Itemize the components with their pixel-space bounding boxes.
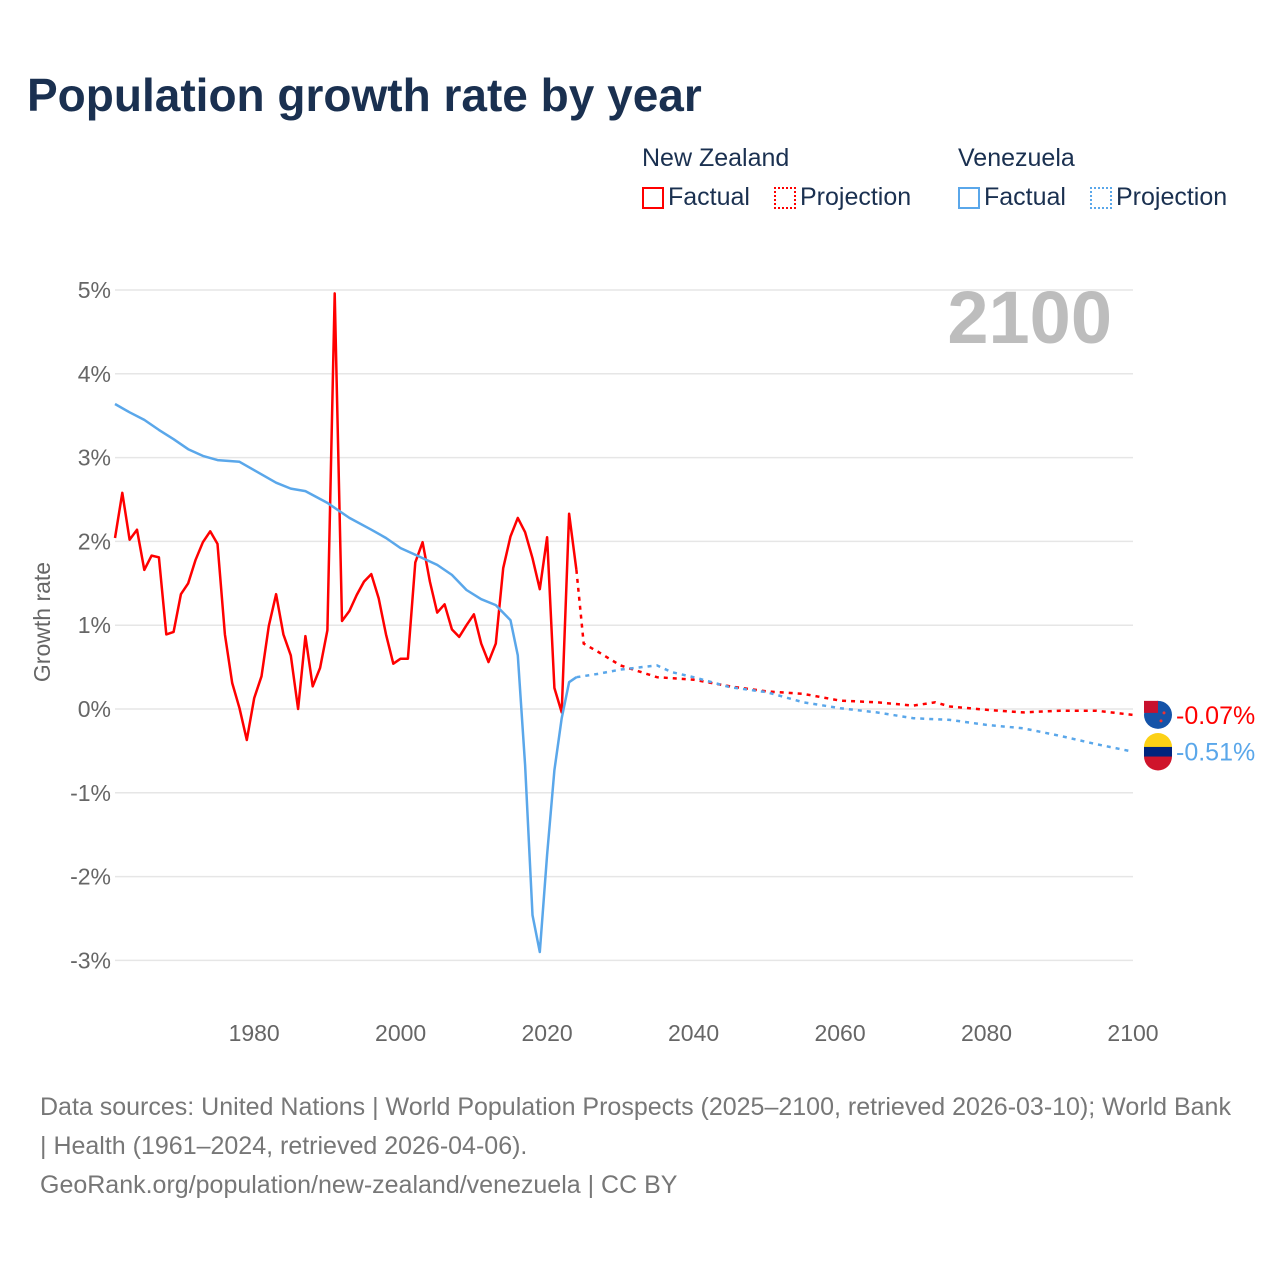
new-zealand-projection-line bbox=[575, 569, 1134, 717]
venezuela-end-label: -0.51% bbox=[1176, 739, 1255, 767]
legend-label: Factual bbox=[984, 183, 1066, 211]
legend-nz-factual[interactable]: Factual bbox=[642, 183, 750, 212]
legend-label: Projection bbox=[799, 183, 912, 211]
legend-group-name: New Zealand bbox=[642, 144, 790, 172]
new-zealand-factual-line bbox=[113, 292, 578, 742]
y-axis-label: Growth rate bbox=[29, 562, 55, 682]
y-tick-label: 1% bbox=[78, 612, 111, 638]
x-tick-label: 2020 bbox=[522, 1020, 573, 1046]
venezuela-projection-line bbox=[576, 664, 1134, 753]
x-tick-label: 2000 bbox=[375, 1020, 426, 1046]
flag-star bbox=[1162, 711, 1166, 715]
legend-ve-factual[interactable]: Factual bbox=[958, 183, 1066, 212]
legend-venezuela: Venezuela Factual Projection bbox=[958, 144, 1245, 212]
legend-group-name: Venezuela bbox=[958, 144, 1075, 172]
x-tick-label: 2100 bbox=[1107, 1020, 1158, 1046]
data-sources: Data sources: United Nations | World Pop… bbox=[40, 1093, 1231, 1160]
new-zealand-end-label: -0.07% bbox=[1176, 702, 1255, 730]
legend-nz-projection[interactable]: Projection bbox=[773, 183, 912, 212]
x-tick-label: 2040 bbox=[668, 1020, 719, 1046]
y-tick-label: -3% bbox=[70, 947, 111, 973]
y-tick-label: 3% bbox=[78, 445, 111, 471]
x-tick-label: 2080 bbox=[961, 1020, 1012, 1046]
x-tick-label: 2060 bbox=[814, 1020, 865, 1046]
flag-stripe-blue bbox=[1144, 746, 1172, 757]
year-watermark: 2100 bbox=[947, 276, 1112, 359]
legend-new-zealand: New Zealand Factual Projection bbox=[642, 144, 929, 212]
flag-canton bbox=[1144, 700, 1158, 713]
y-tick-label: 2% bbox=[78, 528, 111, 554]
flag-star bbox=[1159, 719, 1163, 723]
legend-label: Projection bbox=[1115, 183, 1228, 211]
flag-stripe-red bbox=[1144, 756, 1172, 771]
footer: Data sources: United Nations | World Pop… bbox=[40, 1088, 1240, 1205]
y-tick-label: 0% bbox=[78, 696, 111, 722]
y-tick-label: -1% bbox=[70, 780, 111, 806]
legend-ve-projection[interactable]: Projection bbox=[1089, 183, 1228, 212]
y-tick-label: 5% bbox=[78, 277, 111, 303]
chart-title: Population growth rate by year bbox=[27, 69, 702, 121]
y-tick-label: 4% bbox=[78, 361, 111, 387]
venezuela-factual-line bbox=[114, 402, 578, 954]
y-tick-label: -2% bbox=[70, 864, 111, 890]
flag-stripe-yellow bbox=[1144, 733, 1172, 748]
x-tick-label: 1980 bbox=[229, 1020, 280, 1046]
credit-link[interactable]: GeoRank.org/population/new-zealand/venez… bbox=[40, 1171, 678, 1199]
legend-label: Factual bbox=[668, 183, 750, 211]
